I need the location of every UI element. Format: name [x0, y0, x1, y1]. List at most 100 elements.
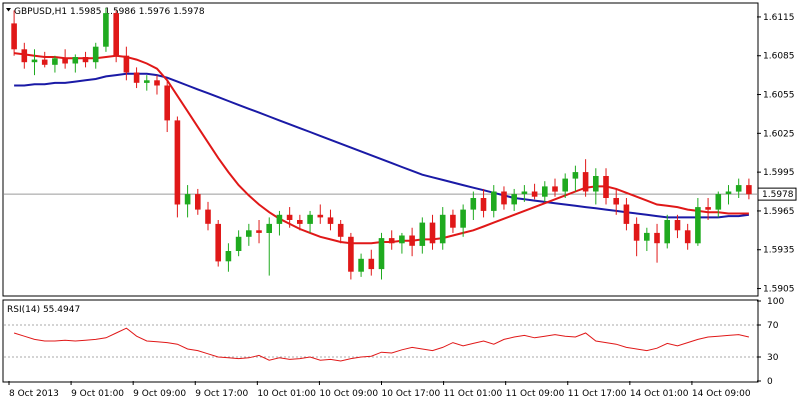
candle-body: [317, 214, 324, 218]
candlesticks: [11, 7, 752, 280]
candle-body: [256, 230, 262, 233]
current-price-tag: 1.5978: [757, 187, 797, 201]
candle-body: [348, 236, 354, 272]
candle: [256, 219, 262, 244]
candle-body: [246, 230, 252, 237]
candle: [470, 191, 477, 220]
candle: [11, 10, 17, 56]
price-tick-label: 1.6025: [763, 129, 795, 139]
candle: [246, 223, 252, 246]
candle-body: [633, 223, 640, 241]
candle: [633, 217, 640, 257]
candle-body: [154, 80, 160, 86]
main-pane-frame: [2, 2, 759, 297]
candle-body: [582, 172, 589, 192]
candle-body: [327, 217, 334, 224]
candle: [113, 10, 119, 63]
candle: [735, 178, 742, 198]
candle: [572, 165, 579, 192]
candle: [552, 178, 558, 197]
candle: [307, 210, 313, 233]
price-tick-label: 1.5995: [763, 168, 795, 178]
candle: [286, 207, 293, 228]
rsi-line: [13, 327, 750, 362]
candle-body: [41, 59, 48, 65]
candle-body: [603, 176, 609, 198]
candle-body: [205, 209, 211, 224]
candle: [654, 223, 660, 263]
candle-body: [307, 214, 313, 224]
candle-body: [276, 214, 283, 224]
time-tick-label: 9 Oct 17:00: [195, 389, 248, 399]
candle-body: [562, 178, 568, 192]
candle: [348, 232, 354, 280]
candle-body: [664, 220, 670, 244]
candle-body: [368, 258, 375, 270]
rsi-pane-frame: [2, 299, 759, 383]
candle-body: [684, 230, 691, 244]
candle-body: [133, 72, 140, 83]
candle-body: [613, 198, 619, 205]
candle: [399, 232, 405, 254]
candle: [154, 75, 160, 95]
candle: [746, 178, 752, 200]
candle: [123, 46, 130, 81]
candle-body: [572, 172, 579, 179]
candle: [644, 227, 650, 252]
candle-body: [297, 220, 303, 224]
candle: [327, 209, 334, 231]
rsi-level-lines: [4, 324, 757, 358]
candle: [562, 173, 568, 198]
candle-body: [705, 207, 711, 210]
candle-body: [266, 223, 272, 233]
candle-body: [409, 235, 415, 246]
time-tick-label: 11 Oct 01:00: [444, 389, 503, 399]
time-tick-label: 9 Oct 09:00: [133, 389, 186, 399]
candle: [195, 188, 201, 215]
price-tag-label: 1.5978: [762, 190, 794, 200]
candle-body: [52, 58, 58, 65]
candle: [501, 186, 507, 210]
candle-body: [521, 191, 528, 195]
candle: [225, 243, 232, 272]
candle-body: [123, 55, 130, 73]
candle: [358, 253, 364, 277]
time-tick-label: 14 Oct 09:00: [692, 389, 751, 399]
candle-body: [623, 204, 630, 224]
candle-body: [195, 194, 201, 210]
candle-body: [746, 185, 752, 195]
candle-body: [725, 191, 732, 195]
candle-body: [113, 13, 119, 56]
candle-body: [735, 185, 742, 192]
candle: [205, 201, 211, 231]
price-tick-label: 1.6055: [763, 91, 795, 101]
price-tick-label: 1.6115: [763, 13, 795, 23]
candle: [378, 232, 385, 280]
candle: [705, 198, 711, 220]
candle: [480, 188, 487, 218]
candle-body: [501, 191, 507, 205]
candle: [317, 204, 324, 224]
rsi-tick-label: 30: [767, 353, 779, 363]
candle-body: [388, 238, 395, 244]
candle-body: [552, 186, 558, 192]
time-tick-label: 9 Oct 01:00: [71, 389, 124, 399]
price-tick-label: 1.5905: [763, 285, 795, 295]
price-tick-label: 1.5935: [763, 246, 795, 256]
candle: [144, 75, 150, 91]
time-tick-label: 10 Oct 09:00: [319, 389, 378, 399]
candle: [460, 204, 466, 237]
candle-body: [62, 58, 68, 64]
chart-menu-triangle-icon[interactable]: [6, 8, 11, 12]
candle-body: [184, 194, 191, 205]
time-tick-label: 11 Oct 09:00: [506, 389, 565, 399]
candle: [725, 185, 732, 205]
candle: [674, 214, 681, 239]
candle-body: [511, 194, 517, 205]
candle: [31, 49, 38, 76]
candle: [82, 51, 89, 68]
candle: [715, 191, 722, 218]
candle: [542, 181, 548, 202]
